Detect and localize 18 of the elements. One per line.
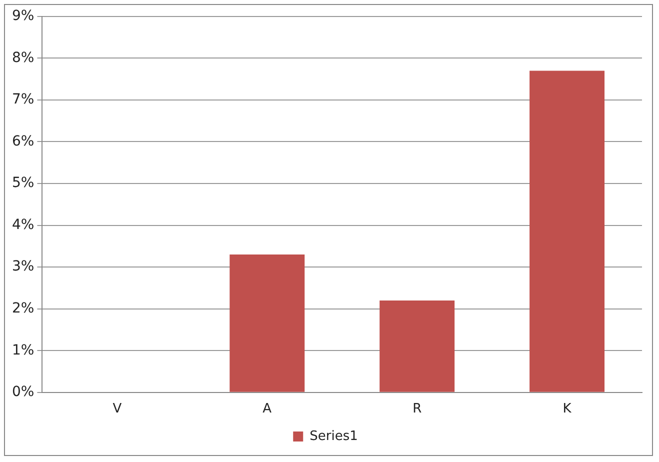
y-tick-label: 1% xyxy=(12,342,34,358)
y-tick-label: 9% xyxy=(12,8,34,24)
legend-label: Series1 xyxy=(310,428,358,444)
bar xyxy=(230,254,305,392)
x-tick-label: K xyxy=(562,402,572,417)
bar xyxy=(380,300,455,392)
y-tick-label: 0% xyxy=(12,384,34,400)
y-tick-label: 6% xyxy=(12,133,34,150)
y-tick-label: 2% xyxy=(12,300,34,316)
y-tick-label: 8% xyxy=(12,50,34,66)
y-tick-label: 3% xyxy=(12,258,34,275)
x-tick-label: R xyxy=(412,402,422,417)
x-tick-label: V xyxy=(112,402,122,417)
y-tick-label: 7% xyxy=(12,92,34,108)
x-tick-label: A xyxy=(262,402,272,417)
y-tick-label: 5% xyxy=(12,175,34,192)
bar xyxy=(530,70,605,392)
y-tick-label: 4% xyxy=(12,216,34,233)
